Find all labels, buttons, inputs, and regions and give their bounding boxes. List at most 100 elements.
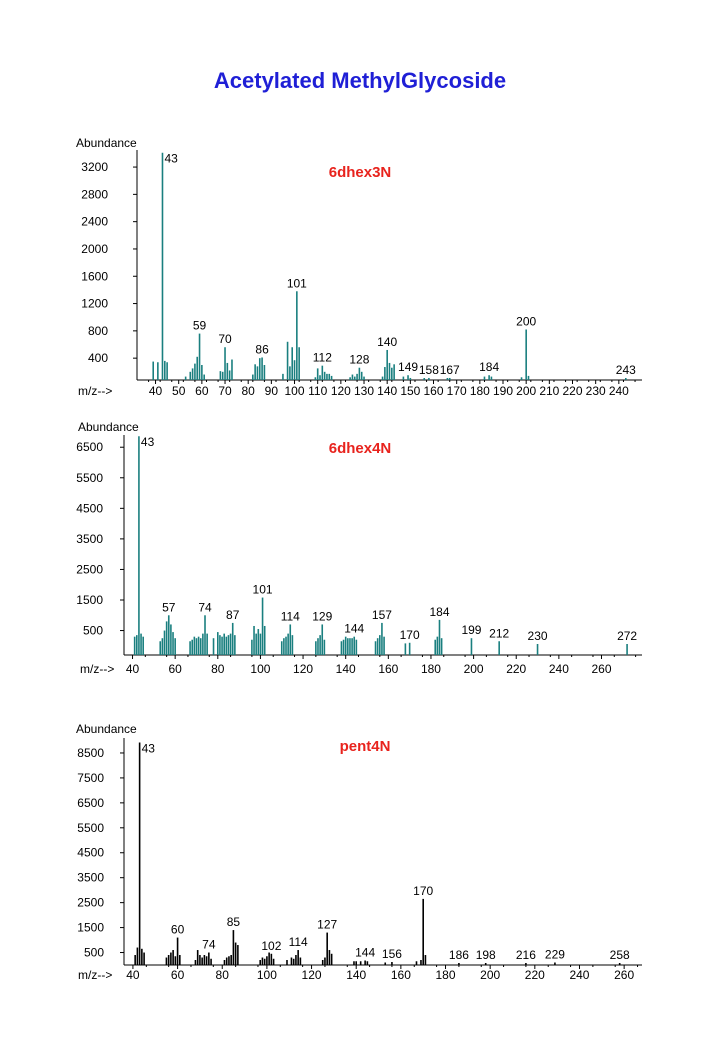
- peak-label: 184: [429, 605, 449, 619]
- peak-label: 212: [489, 626, 509, 640]
- y-tick-label: 7500: [77, 771, 104, 785]
- x-tick-label: 40: [149, 384, 163, 398]
- x-tick-label: 170: [447, 384, 467, 398]
- peak-label: 229: [545, 948, 565, 962]
- x-tick-label: 180: [470, 384, 490, 398]
- x-tick-label: 90: [265, 384, 279, 398]
- peak-label: 184: [479, 360, 499, 374]
- peak-label: 144: [355, 946, 375, 960]
- peak-label: 170: [400, 628, 420, 642]
- panel-label: pent4N: [340, 738, 391, 755]
- x-tick-label: 260: [591, 662, 611, 676]
- y-tick-label: 1200: [81, 297, 108, 311]
- peak-label: 158: [419, 363, 439, 377]
- peak-label: 86: [255, 342, 269, 356]
- x-tick-label: 220: [525, 968, 545, 982]
- panel-label: 6dhex3N: [329, 164, 392, 181]
- x-tick-label: 60: [195, 384, 209, 398]
- x-tick-label: 160: [391, 968, 411, 982]
- y-tick-label: 3500: [77, 871, 104, 885]
- x-axis-label: m/z-->: [80, 662, 114, 676]
- peak-label: 128: [349, 353, 369, 367]
- peak-label: 87: [226, 608, 240, 622]
- y-tick-label: 3500: [76, 532, 103, 546]
- y-tick-label: 2400: [81, 215, 108, 229]
- peak-label: 129: [312, 609, 332, 623]
- y-tick-label: 3200: [81, 160, 108, 174]
- peak-label: 74: [198, 600, 212, 614]
- y-tick-label: 2000: [81, 242, 108, 256]
- x-tick-label: 50: [172, 384, 186, 398]
- peak-label: 70: [218, 332, 232, 346]
- x-tick-label: 120: [293, 662, 313, 676]
- x-tick-label: 190: [493, 384, 513, 398]
- y-tick-label: 500: [83, 624, 103, 638]
- y-tick-label: 1500: [76, 593, 103, 607]
- x-tick-label: 120: [331, 384, 351, 398]
- peak-label: 43: [142, 741, 156, 755]
- x-axis-label: m/z-->: [78, 968, 112, 982]
- x-tick-label: 200: [480, 968, 500, 982]
- y-axis-label: Abundance: [78, 420, 139, 434]
- y-tick-label: 500: [84, 946, 104, 960]
- peak-label: 216: [516, 948, 536, 962]
- peak-label: 74: [202, 938, 216, 952]
- peak-label: 43: [164, 152, 178, 166]
- y-tick-label: 2500: [76, 562, 103, 576]
- x-tick-label: 160: [423, 384, 443, 398]
- x-tick-label: 130: [354, 384, 374, 398]
- x-tick-label: 100: [257, 968, 277, 982]
- y-tick-label: 400: [88, 351, 108, 365]
- peak-label: 243: [616, 363, 636, 377]
- x-tick-label: 220: [562, 384, 582, 398]
- peak-label: 144: [344, 622, 364, 636]
- x-tick-label: 200: [464, 662, 484, 676]
- x-tick-label: 60: [168, 662, 182, 676]
- x-tick-label: 240: [549, 662, 569, 676]
- peak-label: 101: [287, 276, 307, 290]
- x-tick-label: 200: [516, 384, 536, 398]
- peak-label: 198: [476, 948, 496, 962]
- y-axis-label: Abundance: [76, 722, 137, 736]
- peak-label: 140: [377, 335, 397, 349]
- x-tick-label: 180: [421, 662, 441, 676]
- x-tick-label: 100: [250, 662, 270, 676]
- panel-label: 6dhex4N: [329, 440, 392, 457]
- peak-label: 114: [289, 935, 308, 949]
- y-tick-label: 1500: [77, 921, 104, 935]
- peak-label: 186: [449, 948, 469, 962]
- peak-label: 156: [382, 947, 402, 961]
- x-tick-label: 240: [569, 968, 589, 982]
- x-tick-label: 40: [126, 968, 140, 982]
- x-tick-label: 210: [539, 384, 559, 398]
- x-tick-label: 140: [346, 968, 366, 982]
- x-tick-label: 110: [308, 384, 327, 398]
- peak-label: 149: [398, 360, 418, 374]
- y-tick-label: 1600: [81, 269, 108, 283]
- y-tick-label: 2800: [81, 187, 108, 201]
- page-title: Acetylated MethylGlycoside: [213, 68, 507, 93]
- x-tick-label: 160: [378, 662, 398, 676]
- x-tick-label: 140: [336, 662, 356, 676]
- y-tick-label: 8500: [77, 746, 104, 760]
- x-tick-label: 80: [216, 968, 230, 982]
- x-tick-label: 150: [400, 384, 420, 398]
- x-tick-label: 220: [506, 662, 526, 676]
- peak-label: 57: [162, 600, 176, 614]
- peak-label: 170: [413, 884, 433, 898]
- y-tick-label: 5500: [77, 821, 104, 835]
- y-tick-label: 4500: [77, 846, 104, 860]
- peak-label: 127: [317, 918, 337, 932]
- peak-label: 272: [617, 629, 637, 643]
- x-tick-label: 120: [302, 968, 322, 982]
- x-tick-label: 80: [211, 662, 225, 676]
- peak-label: 114: [281, 609, 300, 623]
- x-tick-label: 60: [171, 968, 185, 982]
- x-tick-label: 180: [436, 968, 456, 982]
- peak-label: 112: [313, 351, 332, 365]
- y-tick-label: 5500: [76, 471, 103, 485]
- x-tick-label: 140: [377, 384, 397, 398]
- y-axis-label: Abundance: [76, 136, 137, 150]
- peak-label: 59: [193, 319, 207, 333]
